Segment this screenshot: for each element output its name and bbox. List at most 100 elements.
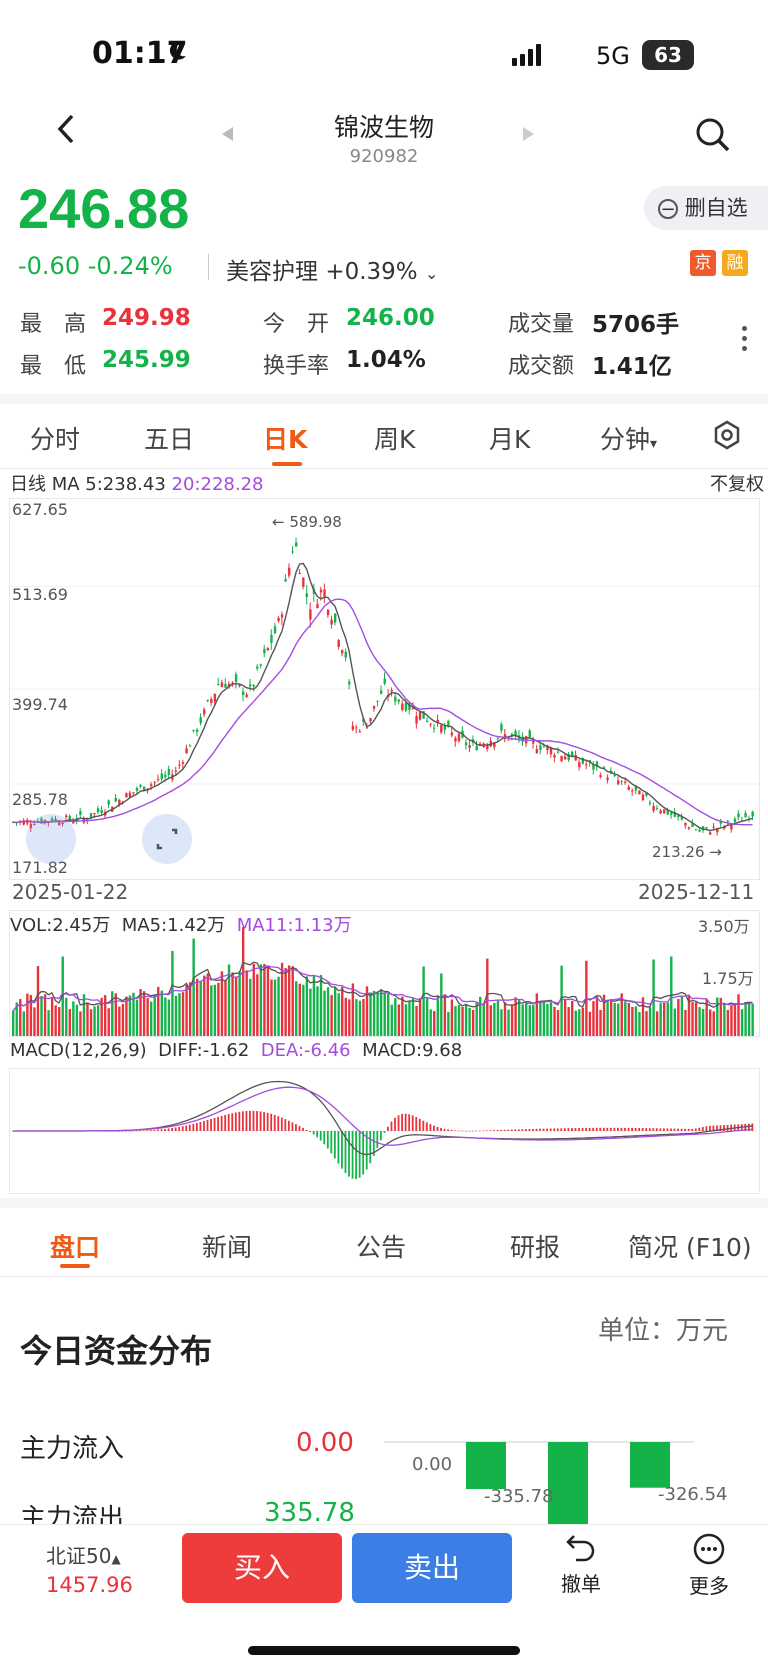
macd-bar — [298, 1125, 301, 1131]
index-ticker[interactable]: 北证50▲ 1457.96 — [46, 1540, 133, 1597]
candle-body — [220, 682, 224, 688]
tab-profile[interactable]: 简况 (F10) — [628, 1233, 752, 1262]
volume-bar — [666, 1002, 669, 1036]
volume-bar — [142, 991, 146, 1036]
macd-bar — [372, 1131, 375, 1156]
volume-bar — [620, 993, 623, 1036]
macd-bar — [164, 1128, 166, 1131]
candle-body — [114, 797, 118, 802]
candle-body — [287, 567, 291, 576]
index-name: 北证50 — [46, 1544, 112, 1568]
macd-bar — [436, 1126, 439, 1131]
volume-bar — [379, 989, 383, 1036]
volume-bar — [549, 1002, 553, 1036]
tab-announcements[interactable]: 公告 — [356, 1233, 407, 1262]
macd-bar — [723, 1125, 725, 1131]
volume-bar — [132, 992, 135, 1036]
kline-chart[interactable] — [9, 498, 760, 880]
vol-ma11: MA11:1.13万 — [236, 915, 352, 936]
macd-bar — [185, 1125, 188, 1131]
macd-bar — [595, 1127, 598, 1131]
adjust-toggle[interactable]: 不复权 — [710, 474, 764, 495]
more-dots-icon[interactable] — [742, 326, 748, 356]
macd-bar — [461, 1130, 464, 1132]
back-button[interactable] — [52, 112, 82, 146]
macd-bar — [167, 1128, 170, 1131]
candle-body — [493, 742, 496, 748]
expand-icon[interactable] — [142, 814, 192, 864]
volume-bar — [362, 999, 365, 1036]
macd-bar — [277, 1116, 280, 1131]
candle-body — [397, 699, 401, 702]
tab-order-book[interactable]: 盘口 — [50, 1233, 101, 1262]
macd-bar — [574, 1128, 577, 1131]
fund-bar-label: 0.00 — [412, 1454, 453, 1475]
candle-body — [627, 786, 631, 790]
volume-bar — [93, 1006, 96, 1036]
volume-bar — [705, 999, 708, 1036]
tag-jing: 京 — [690, 250, 716, 276]
candle-body — [440, 725, 443, 733]
volume-bar — [730, 1005, 733, 1036]
macd-bar — [411, 1115, 414, 1131]
macd-bar — [468, 1130, 471, 1132]
next-stock-icon[interactable] — [522, 126, 534, 145]
prev-stock-icon[interactable] — [222, 126, 234, 145]
vol-ma5-line — [12, 961, 753, 1012]
macd-chart[interactable] — [9, 1068, 760, 1194]
volume-bar — [464, 1004, 468, 1036]
macd-bar — [454, 1130, 457, 1131]
crosshair-toggle[interactable] — [26, 814, 76, 864]
macd-bar — [528, 1129, 531, 1131]
volume-bar — [648, 1007, 652, 1036]
tab-news[interactable]: 新闻 — [202, 1233, 253, 1262]
candle-body — [521, 736, 524, 742]
candle-body — [128, 792, 132, 798]
buy-button[interactable]: 买入 — [182, 1533, 342, 1603]
volume-bar — [394, 998, 397, 1036]
macd-bar — [135, 1130, 138, 1132]
candle-body — [29, 823, 33, 829]
tab-five-day[interactable]: 五日 — [144, 425, 195, 454]
tab-monthly-k[interactable]: 月K — [489, 425, 531, 454]
cancel-order-button[interactable]: 撤单 — [556, 1532, 606, 1597]
tab-weekly-k[interactable]: 周K — [374, 425, 416, 454]
remove-watchlist-button[interactable]: − 删自选 — [644, 186, 768, 230]
candle-body — [443, 726, 447, 730]
candle-body — [40, 818, 43, 824]
sector-link[interactable]: 美容护理 +0.39% ⌄ — [226, 252, 438, 286]
candle-body — [670, 812, 673, 815]
y-tick: 399.74 — [12, 695, 68, 714]
volume-bar — [390, 1004, 393, 1036]
candle-body — [404, 703, 408, 711]
candle-body — [50, 818, 54, 823]
volume-bar — [496, 1000, 500, 1036]
macd-bar — [493, 1130, 495, 1131]
candle-body — [266, 647, 270, 651]
candle-body — [326, 609, 330, 616]
volume-bar — [203, 975, 206, 1036]
candle-body — [284, 578, 287, 582]
volume-bar — [125, 996, 128, 1036]
settings-icon[interactable] — [712, 420, 742, 450]
tab-minute[interactable]: 分钟▾ — [600, 420, 657, 456]
candle-body — [680, 817, 684, 820]
tab-daily-k[interactable]: 日K — [263, 425, 308, 454]
tab-intraday[interactable]: 分时 — [30, 425, 81, 454]
search-icon[interactable] — [694, 116, 732, 154]
macd-bar — [684, 1128, 687, 1131]
more-button[interactable]: 更多 — [684, 1532, 734, 1599]
candle-body — [280, 614, 284, 618]
volume-bar — [556, 1010, 560, 1036]
candle-body — [599, 775, 602, 778]
macd-bar — [609, 1127, 612, 1131]
macd-bar — [157, 1129, 159, 1131]
ma5-legend: 日线 MA 5:238.43 — [10, 474, 166, 495]
tab-research[interactable]: 研报 — [510, 1233, 561, 1262]
sell-button[interactable]: 卖出 — [352, 1533, 512, 1603]
volume-chart[interactable] — [9, 910, 760, 1037]
volume-bar — [553, 1006, 556, 1036]
candle-body — [79, 811, 82, 815]
fund-bar — [630, 1442, 670, 1488]
candle-body — [68, 816, 72, 820]
